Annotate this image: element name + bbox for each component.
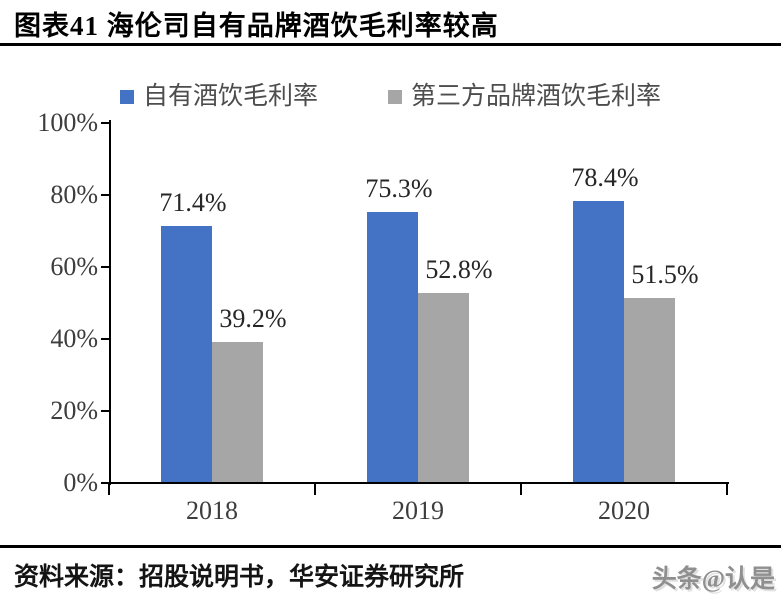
title-divider [0,43,781,46]
x-axis-tick [314,483,316,495]
footer-divider [0,545,781,548]
legend-item-own-brand: 自有酒饮毛利率 [119,83,318,110]
y-axis-tick-label: 0% [63,468,98,497]
bar-third-party-2018 [212,342,263,483]
x-axis-category-label: 2020 [598,496,650,525]
legend-item-third-party: 第三方品牌酒饮毛利率 [388,84,661,109]
bar-own-2018 [161,226,212,483]
y-axis-tick-label: 100% [37,108,98,137]
y-axis-tick [101,266,110,268]
bar-own-2020 [573,201,624,483]
x-axis-line [109,482,729,484]
bar-value-label: 52.8% [425,255,493,284]
bar-own-2019 [367,212,418,483]
x-axis-category-label: 2019 [392,496,444,525]
y-axis-line [109,120,111,485]
y-axis-tick [101,194,110,196]
x-axis-tick [520,483,522,495]
bar-third-party-2020 [624,298,675,483]
bar-value-label: 51.5% [631,260,699,289]
y-axis-tick-label: 80% [50,180,98,209]
watermark: 头条@认是 [651,566,775,593]
y-axis-tick [101,410,110,412]
y-axis-tick-label: 40% [50,324,98,353]
y-axis-tick-label: 20% [50,396,98,425]
bar-value-label: 71.4% [159,188,227,217]
legend-swatch-gray-icon [388,89,402,104]
y-axis-tick-label: 60% [50,252,98,281]
legend-label-own-brand: 自有酒饮毛利率 [142,83,318,110]
y-axis-tick [101,338,110,340]
x-axis-category-label: 2018 [186,496,238,525]
x-axis-tick [108,483,110,495]
source-note: 资料来源：招股说明书，华安证券研究所 [14,564,465,591]
bar-value-label: 75.3% [365,174,433,203]
legend-swatch-blue-icon [119,89,134,104]
y-axis-tick [101,122,110,124]
x-axis-tick [726,483,728,495]
legend-label-third-party: 第三方品牌酒饮毛利率 [411,83,662,110]
bar-value-label: 39.2% [219,304,287,333]
chart-title: 图表41 海伦司自有品牌酒饮毛利率较高 [14,11,499,41]
y-axis-tick [101,482,110,484]
bar-value-label: 78.4% [571,163,639,192]
chart-legend: 自有酒饮毛利率 第三方品牌酒饮毛利率 [0,84,781,109]
bar-third-party-2019 [418,293,469,483]
